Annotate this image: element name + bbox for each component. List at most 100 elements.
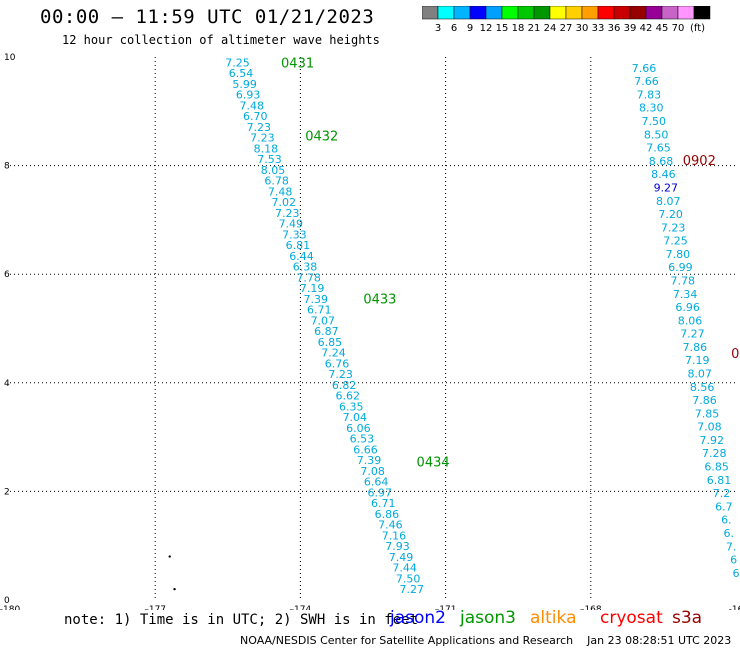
wave-height-label: 7.46	[378, 519, 403, 532]
wave-height-label: 7.33	[282, 228, 307, 241]
satellite-jason2: jason2	[390, 608, 446, 628]
legend-swatch	[581, 6, 599, 20]
wave-height-label: 7.23	[250, 132, 275, 145]
wave-height-label: 6.81	[707, 474, 732, 487]
wave-height-label: 7.93	[385, 540, 410, 553]
wave-height-label: 7.39	[303, 293, 328, 306]
wave-height-label: 7.07	[311, 314, 336, 327]
wave-height-label: 7.86	[683, 341, 708, 354]
legend-label: 33	[592, 23, 605, 34]
wave-height-label: 7.23	[661, 221, 686, 234]
legend-label: 24	[544, 23, 557, 34]
wave-height-label: 6.93	[236, 89, 261, 102]
time-label: 09	[731, 347, 740, 362]
satellite-s3a: s3a	[672, 608, 703, 628]
wave-height-label: 7.78	[671, 274, 696, 287]
wave-height-label: 6.7	[715, 500, 733, 513]
wave-height-label: 7.39	[357, 454, 382, 467]
wave-height-label: 6.71	[371, 497, 396, 510]
legend-label: 12	[480, 23, 493, 34]
x-tick-label: –168	[580, 605, 602, 610]
wave-height-label: 7.49	[279, 218, 304, 231]
wave-height-label: 7.66	[632, 62, 657, 75]
wave-height-label: 6.82	[332, 379, 357, 392]
legend-swatch	[597, 6, 615, 20]
legend-label: 9	[467, 23, 473, 34]
time-label: 0902	[683, 154, 716, 169]
x-tick-label: –177	[144, 605, 166, 610]
wave-height-label: 6.53	[350, 433, 375, 446]
wave-height-label: 6.64	[364, 476, 389, 489]
legend-label: 70	[672, 23, 685, 34]
wave-height-label: 6.86	[375, 508, 400, 521]
legend-swatch	[422, 6, 439, 20]
wave-height-label: 7.08	[360, 465, 385, 478]
wave-height-label: 6.06	[346, 422, 371, 435]
wave-height-label: 8.68	[649, 155, 674, 168]
wave-height-label: 6	[730, 554, 737, 567]
wave-height-label: 7.66	[634, 75, 659, 88]
wave-height-label: 7.83	[637, 88, 662, 101]
wave-height-label: 7.48	[239, 99, 264, 112]
wave-height-label: 7.86	[692, 394, 717, 407]
wave-height-label: 7.50	[396, 572, 421, 585]
legend-swatch	[453, 6, 471, 20]
x-tick-label: –174	[290, 605, 312, 610]
legend-label: 45	[656, 23, 669, 34]
satellite-jason3: jason3	[460, 608, 516, 628]
wave-height-label: 6.44	[289, 250, 314, 263]
y-tick-label: 0	[4, 596, 10, 606]
map-plot: -180–177–174–171–168-1602468107.256.545.…	[0, 53, 740, 610]
wave-height-label: 6.66	[353, 443, 378, 456]
y-tick-label: 8	[4, 162, 10, 172]
legend-label: 3	[435, 23, 441, 34]
legend-swatch	[677, 6, 695, 20]
wave-height-label: 5.99	[232, 78, 257, 91]
legend-label: 6	[451, 23, 457, 34]
wave-height-label: 8.06	[678, 314, 703, 327]
legend-label: 15	[496, 23, 509, 34]
legend-swatch	[469, 6, 487, 20]
wave-height-label: 6.96	[675, 301, 700, 314]
legend-swatch	[693, 6, 711, 20]
time-label: 0433	[363, 293, 396, 308]
wave-height-label: 6.54	[229, 67, 254, 80]
wave-height-label: 7.80	[666, 248, 691, 261]
wave-height-label: 7.44	[392, 562, 417, 575]
wave-height-label: 7.65	[646, 142, 671, 155]
time-label: 0431	[281, 56, 314, 71]
time-label: 0434	[417, 456, 450, 471]
wave-height-label: 8.46	[651, 168, 676, 181]
wave-height-label: 6.85	[318, 336, 343, 349]
legend-label: 36	[608, 23, 621, 34]
page-title: 00:00 – 11:59 UTC 01/21/2023	[40, 6, 375, 28]
wave-height-label: 7.53	[257, 153, 282, 166]
wave-height-label: 7.27	[680, 328, 705, 341]
wave-height-label: 8.07	[687, 368, 712, 381]
wave-height-label: 7.85	[695, 407, 720, 420]
wave-height-label: 6.78	[264, 175, 289, 188]
x-tick-label: -16	[729, 605, 740, 610]
wave-height-label: 7.23	[275, 207, 300, 220]
legend-swatch	[437, 6, 455, 20]
wave-height-label: 7.02	[271, 196, 296, 209]
wave-height-label: 7.49	[389, 551, 414, 564]
wave-height-label: 7.20	[658, 208, 683, 221]
legend-swatch	[645, 6, 663, 20]
wave-height-label: 7.23	[328, 368, 353, 381]
page-subtitle: 12 hour collection of altimeter wave hei…	[62, 33, 380, 47]
wave-height-label: 6.	[723, 527, 734, 540]
wave-height-label: 7.23	[247, 121, 272, 134]
wave-height-label: 7.19	[300, 282, 325, 295]
wave-height-label: 8.30	[639, 102, 664, 115]
y-tick-label: 6	[4, 270, 10, 280]
wave-height-label: 7.34	[673, 288, 698, 301]
footer-credit: NOAA/NESDIS Center for Satellite Applica…	[240, 634, 732, 647]
wave-height-label: 8.18	[254, 142, 279, 155]
legend-label: 39	[624, 23, 637, 34]
wave-height-label: 7.25	[663, 235, 688, 248]
wave-height-label: 6.62	[335, 390, 360, 403]
satellite-cryosat: cryosat	[600, 608, 663, 628]
wave-height-label: 7.19	[685, 354, 710, 367]
wave-height-label: 7.27	[399, 583, 424, 596]
